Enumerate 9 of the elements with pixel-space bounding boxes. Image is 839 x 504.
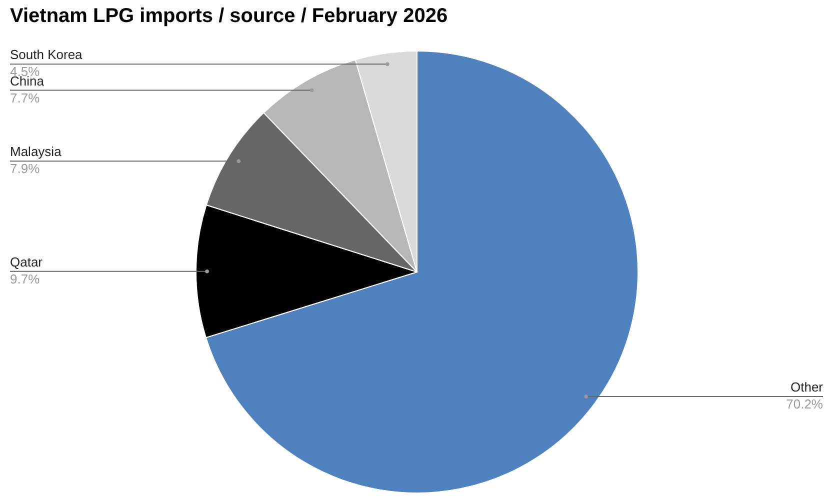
chart-title: Vietnam LPG imports / source / February 2026 xyxy=(10,5,448,27)
data-label: 70.2% xyxy=(786,396,824,412)
data-label: 9.7% xyxy=(10,271,40,286)
data-label: 7.9% xyxy=(10,161,40,176)
slice-label: Malaysia xyxy=(10,144,62,160)
slice-label: South Korea xyxy=(10,47,84,62)
slice-label: Qatar xyxy=(10,254,44,270)
slice-label: Other xyxy=(790,379,824,394)
data-label: 7.7% xyxy=(10,90,40,106)
